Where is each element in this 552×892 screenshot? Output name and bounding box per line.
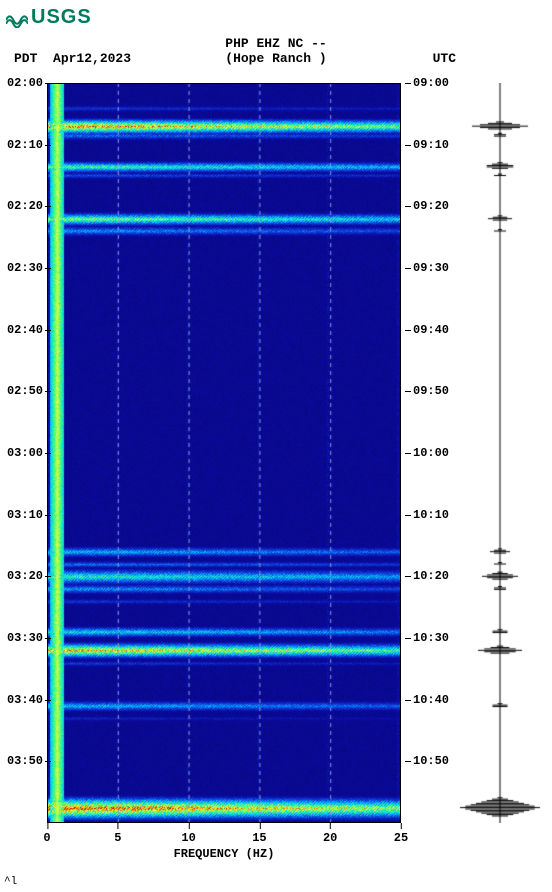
y-right-tick: 10:00 [413,446,449,460]
right-tz: UTC [433,51,456,66]
y-left-tick: 02:00 [7,76,43,90]
y-right-tick: 10:10 [413,508,449,522]
usgs-logo-text: USGS [31,6,92,28]
y-left-tick: 03:10 [7,508,43,522]
y-right-tick: 09:00 [413,76,449,90]
x-tick: 5 [114,831,121,845]
y-left-tick: 03:50 [7,754,43,768]
x-tick: 10 [181,831,195,845]
x-tick: 25 [394,831,408,845]
y-right-tick: 09:10 [413,138,449,152]
seismic-trace-panel [455,83,545,823]
x-tick: 20 [323,831,337,845]
y-left-tick: 03:40 [7,693,43,707]
y-right-tick: 10:30 [413,631,449,645]
y-left-tick: 02:20 [7,199,43,213]
y-right-tick: 09:30 [413,261,449,275]
spectrogram-canvas [47,83,401,823]
y-axis-right: 09:0009:1009:2009:3009:4009:5010:0010:10… [401,83,447,823]
y-left-tick: 02:40 [7,323,43,337]
x-tick: 0 [43,831,50,845]
spectrogram-plot [47,83,401,823]
y-right-tick: 09:20 [413,199,449,213]
y-left-tick: 03:00 [7,446,43,460]
y-right-tick: 10:20 [413,569,449,583]
seismic-trace-canvas [455,83,545,823]
y-right-tick: 09:50 [413,384,449,398]
y-right-tick: 09:40 [413,323,449,337]
usgs-logo: USGS [6,6,92,29]
y-right-tick: 10:40 [413,693,449,707]
y-left-tick: 03:30 [7,631,43,645]
x-axis-label: FREQUENCY (HZ) [47,847,401,861]
station-line2: (Hope Ranch ) [0,51,552,66]
y-left-tick: 02:30 [7,261,43,275]
y-axis-left: 02:0002:1002:2002:3002:4002:5003:0003:10… [0,83,47,823]
station-line1: PHP EHZ NC -- [0,36,552,51]
footer-mark: ^l [4,876,17,888]
usgs-wave-icon [6,11,28,25]
y-left-tick: 02:10 [7,138,43,152]
y-right-tick: 10:50 [413,754,449,768]
y-left-tick: 02:50 [7,384,43,398]
y-left-tick: 03:20 [7,569,43,583]
x-tick: 15 [252,831,266,845]
plot-header: PHP EHZ NC -- PDT Apr12,2023 (Hope Ranch… [0,36,552,67]
